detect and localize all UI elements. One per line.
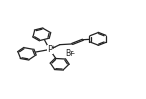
Text: Br: Br xyxy=(65,50,73,58)
Text: +: + xyxy=(50,45,55,50)
Text: P: P xyxy=(47,45,52,54)
Text: −: − xyxy=(69,50,75,55)
